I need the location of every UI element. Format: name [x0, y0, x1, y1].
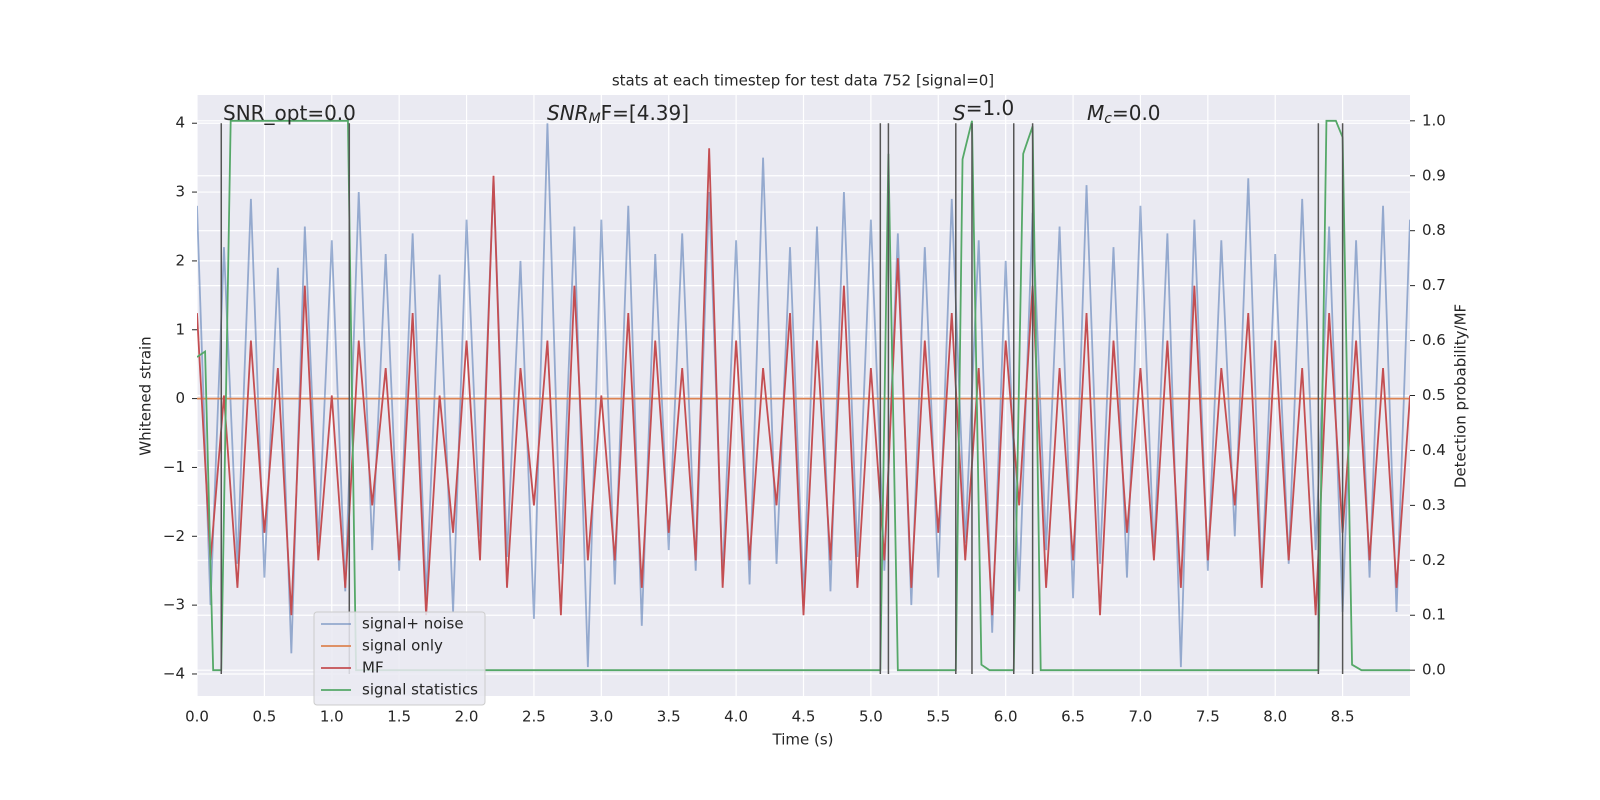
overlay: 0.0 0.5 1.0 1.5 2.0 2.5 3.0 3.5 4.0 4.5 5.0 5.5 6.0 6… [163, 96, 1446, 726]
annotation: SNRMF=[4.39] [547, 101, 689, 128]
y2-tick-label: 0.5 [1422, 386, 1446, 404]
x-tick-label: 1.0 [320, 708, 344, 726]
x-tick-label: 4.0 [724, 708, 748, 726]
y2-tick-label: 0.1 [1422, 606, 1446, 624]
x-tick-label: 8.0 [1263, 708, 1287, 726]
y-axis-label: Whitened strain [137, 336, 155, 455]
y2-tick-label: 0.0 [1422, 661, 1446, 679]
series-line [197, 148, 1410, 616]
annotation: S=1.0 [953, 96, 1014, 125]
legend-label: MF [362, 659, 384, 677]
y-tick-label: −2 [163, 527, 185, 545]
y2-tick-label: 0.9 [1422, 166, 1446, 184]
y2-tick-label: 0.4 [1422, 441, 1446, 459]
y2-axis-label: Detection probability/MF [1452, 304, 1470, 488]
y2-tick-label: 0.6 [1422, 331, 1446, 349]
y2-tick-label: 0.8 [1422, 221, 1446, 239]
legend-label: signal+ noise [362, 615, 464, 633]
y-tick-label: 2 [175, 251, 185, 269]
x-tick-label: 3.5 [657, 708, 681, 726]
x-tick-label: 4.5 [792, 708, 816, 726]
y-tick-label: 0 [175, 389, 185, 407]
x-tick-label: 2.0 [455, 708, 479, 726]
x-tick-label: 5.0 [859, 708, 883, 726]
y-tick-label: −1 [163, 458, 185, 476]
annotation: SNR_opt=0.0 [223, 101, 356, 125]
x-tick-label: 1.5 [387, 708, 411, 726]
y2-tick-label: 0.2 [1422, 551, 1446, 569]
annotation-part: S [953, 101, 966, 125]
y-tick-label: 3 [175, 183, 185, 201]
data-layer [197, 119, 1410, 674]
y2-tick-label: 0.7 [1422, 276, 1446, 294]
legend-label: signal statistics [362, 681, 478, 699]
annotation-part: SNR_opt=0.0 [223, 101, 356, 125]
chart-title: stats at each timestep for test data 752… [612, 72, 994, 90]
x-tick-label: 5.5 [926, 708, 950, 726]
x-tick-label: 0.0 [185, 708, 209, 726]
x-tick-label: 2.5 [522, 708, 546, 726]
annotation-part: =1.0 [966, 96, 1015, 120]
grid [196, 95, 1410, 696]
annotation-part: SNR [547, 101, 589, 125]
y2-tick-label: 0.3 [1422, 496, 1446, 514]
series-line [197, 119, 1410, 672]
y-tick-label: 4 [175, 114, 185, 132]
x-tick-label: 7.5 [1196, 708, 1220, 726]
y2-tick-label: 1.0 [1422, 111, 1446, 129]
x-tick-label: 3.0 [589, 708, 613, 726]
legend-box [313, 611, 486, 706]
x-tick-label: 8.5 [1331, 708, 1355, 726]
annotation-part: c [1104, 111, 1112, 127]
annotation-part: M [589, 111, 601, 127]
annotation: Mc=0.0 [1087, 101, 1161, 128]
x-tick-label: 6.5 [1061, 708, 1085, 726]
legend-label: signal only [362, 637, 443, 655]
annotation-part: F=[4.39] [601, 101, 689, 125]
annotation-part: M [1087, 101, 1104, 125]
annotation-part: =0.0 [1112, 101, 1161, 125]
x-tick-label: 6.0 [994, 708, 1018, 726]
x-axis-label: Time (s) [772, 731, 834, 749]
x-tick-label: 7.0 [1129, 708, 1153, 726]
y-tick-label: −3 [163, 596, 185, 614]
x-tick-label: 0.5 [252, 708, 276, 726]
y-tick-label: 1 [175, 320, 185, 338]
y-tick-label: −4 [163, 664, 185, 682]
